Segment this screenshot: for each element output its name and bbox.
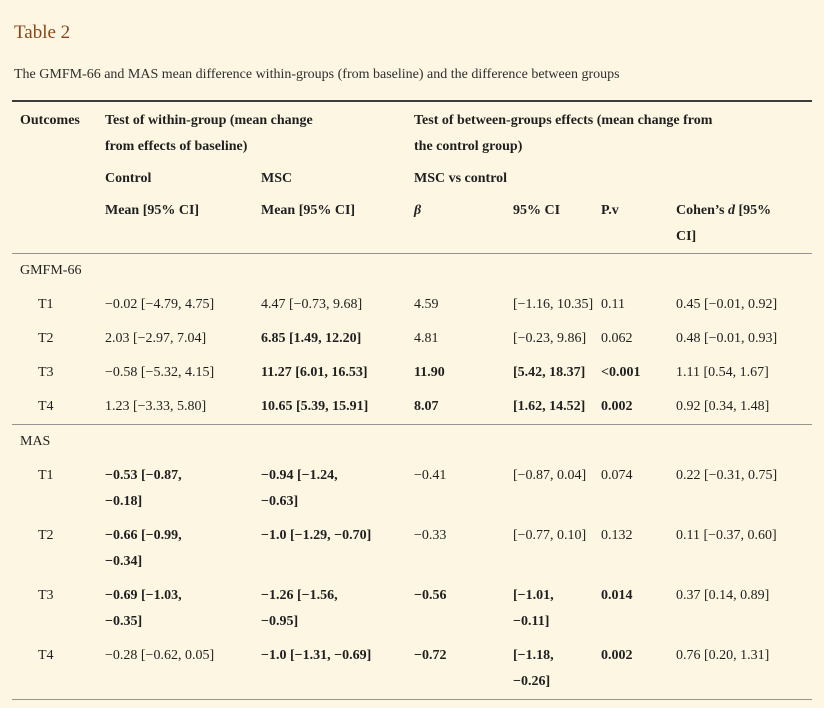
cell-beta: 4.59 [414, 297, 439, 312]
cell-pv: 0.062 [601, 331, 633, 346]
results-table: Outcomes Test of within-group (mean chan… [12, 100, 813, 700]
section-row-gmfm66: GMFM-66 [12, 253, 813, 288]
col-header-control: Control [105, 171, 152, 186]
row-label: T3 [38, 588, 54, 603]
table-row: T3 −0.58 [−5.32, 4.15] 11.27 [6.01, 16.5… [12, 356, 812, 390]
cell-ci: [−1.18, −0.26] [513, 648, 554, 689]
table-row: T2 −0.66 [−0.99, −0.34] −1.0 [−1.29, −0.… [12, 519, 812, 579]
cell-ci: [−0.23, 9.86] [513, 331, 587, 346]
cell-cohens-d: 0.92 [0.34, 1.48] [676, 399, 770, 414]
cell-beta: −0.72 [414, 648, 447, 663]
cell-msc: −1.26 [−1.56, −0.95] [261, 588, 338, 629]
cohens-d-suffix: [95% CI] [676, 203, 772, 244]
cell-msc: 11.27 [6.01, 16.53] [261, 365, 368, 380]
cell-pv: 0.002 [601, 648, 633, 663]
section-label: MAS [12, 424, 813, 459]
cell-cohens-d: 0.37 [0.14, 0.89] [676, 588, 770, 603]
cell-pv: 0.014 [601, 588, 633, 603]
table-row: T4 1.23 [−3.33, 5.80] 10.65 [5.39, 15.91… [12, 390, 812, 425]
cell-control: −0.28 [−0.62, 0.05] [105, 648, 215, 663]
cell-msc: 4.47 [−0.73, 9.68] [261, 297, 363, 312]
cell-msc: −0.94 [−1.24, −0.63] [261, 468, 338, 509]
cell-control: 1.23 [−3.33, 5.80] [105, 399, 207, 414]
cell-cohens-d: 0.45 [−0.01, 0.92] [676, 297, 778, 312]
table-header: Outcomes Test of within-group (mean chan… [12, 101, 812, 254]
cell-beta: −0.41 [414, 468, 447, 483]
cell-msc: −1.0 [−1.29, −0.70] [261, 528, 372, 543]
cell-ci: [−1.16, 10.35] [513, 297, 594, 312]
cell-beta: 4.81 [414, 331, 439, 346]
row-label: T3 [38, 365, 54, 380]
table-row: T3 −0.69 [−1.03, −0.35] −1.26 [−1.56, −0… [12, 579, 812, 639]
cell-cohens-d: 1.11 [0.54, 1.67] [676, 365, 769, 380]
cell-ci: [1.62, 14.52] [513, 399, 586, 414]
col-header-msc-mean-ci: Mean [95% CI] [261, 203, 356, 218]
col-header-beta: β [414, 203, 422, 218]
col-group-msc-vs-control: MSC vs control [414, 171, 508, 186]
cell-pv: 0.002 [601, 399, 633, 414]
cell-pv: 0.11 [601, 297, 625, 312]
header-row-groups: Outcomes Test of within-group (mean chan… [12, 101, 812, 163]
cell-msc: 6.85 [1.49, 12.20] [261, 331, 362, 346]
table-row: T2 2.03 [−2.97, 7.04] 6.85 [1.49, 12.20]… [12, 322, 812, 356]
cell-cohens-d: 0.48 [−0.01, 0.93] [676, 331, 778, 346]
cell-control: −0.66 [−0.99, −0.34] [105, 528, 182, 569]
cell-pv: <0.001 [601, 365, 641, 380]
cell-control: −0.58 [−5.32, 4.15] [105, 365, 215, 380]
cell-control: −0.02 [−4.79, 4.75] [105, 297, 215, 312]
table-body: GMFM-66 T1 −0.02 [−4.79, 4.75] 4.47 [−0.… [12, 253, 813, 700]
header-row-arms: Control MSC MSC vs control [12, 163, 812, 195]
row-label: T2 [38, 331, 54, 346]
section-row-mas: MAS [12, 424, 813, 459]
cell-ci: [−1.01, −0.11] [513, 588, 554, 629]
cell-control: −0.69 [−1.03, −0.35] [105, 588, 182, 629]
col-group-within-group: Test of within-group (mean change from e… [105, 113, 313, 154]
col-header-control-mean-ci: Mean [95% CI] [105, 203, 200, 218]
col-header-pvalue: P.v [601, 203, 619, 218]
col-header-msc: MSC [261, 171, 293, 186]
col-header-95ci: 95% CI [513, 203, 561, 218]
cell-cohens-d: 0.76 [0.20, 1.31] [676, 648, 770, 663]
row-label: T1 [38, 297, 54, 312]
cohens-d-symbol: d [728, 203, 735, 218]
cell-msc: −1.0 [−1.31, −0.69] [261, 648, 372, 663]
table-caption: The GMFM-66 and MAS mean difference with… [14, 67, 620, 82]
cohens-d-prefix: Cohen’s [676, 203, 728, 218]
cell-pv: 0.132 [601, 528, 633, 543]
table-row: T4 −0.28 [−0.62, 0.05] −1.0 [−1.31, −0.6… [12, 639, 812, 700]
cell-cohens-d: 0.22 [−0.31, 0.75] [676, 468, 778, 483]
col-header-cohens-d: Cohen’s d [95% CI] [676, 195, 812, 254]
row-label: T4 [38, 399, 54, 414]
cell-beta: 8.07 [414, 399, 439, 414]
table-row: T1 −0.53 [−0.87, −0.18] −0.94 [−1.24, −0… [12, 459, 812, 519]
cell-beta: 11.90 [414, 365, 445, 380]
row-label: T2 [38, 528, 54, 543]
cell-ci: [5.42, 18.37] [513, 365, 586, 380]
cell-beta: −0.33 [414, 528, 447, 543]
page-title: Table 2 [14, 22, 71, 43]
cell-ci: [−0.77, 0.10] [513, 528, 587, 543]
header-row-measures: Mean [95% CI] Mean [95% CI] β 95% CI P.v… [12, 195, 812, 254]
cell-control: −0.53 [−0.87, −0.18] [105, 468, 182, 509]
cell-msc: 10.65 [5.39, 15.91] [261, 399, 369, 414]
row-label: T4 [38, 648, 54, 663]
cell-control: 2.03 [−2.97, 7.04] [105, 331, 207, 346]
cell-cohens-d: 0.11 [−0.37, 0.60] [676, 528, 777, 543]
cell-beta: −0.56 [414, 588, 447, 603]
section-label: GMFM-66 [12, 253, 813, 288]
cell-ci: [−0.87, 0.04] [513, 468, 587, 483]
col-group-between-groups: Test of between-groups effects (mean cha… [414, 113, 713, 154]
row-label: T1 [38, 468, 54, 483]
col-header-outcomes: Outcomes [20, 113, 80, 128]
cell-pv: 0.074 [601, 468, 633, 483]
table-row: T1 −0.02 [−4.79, 4.75] 4.47 [−0.73, 9.68… [12, 288, 812, 322]
